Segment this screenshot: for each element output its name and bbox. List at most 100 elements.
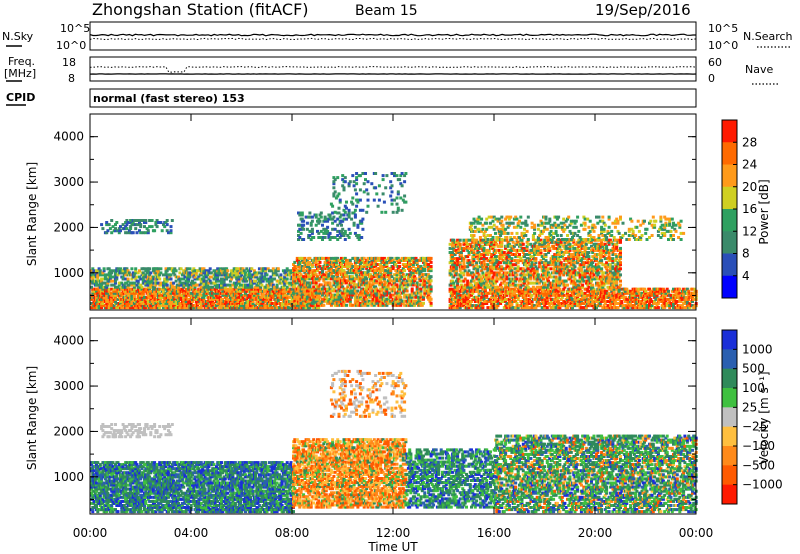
heatmap-cell xyxy=(557,300,561,303)
heatmap-cell xyxy=(332,215,336,219)
heatmap-cell xyxy=(100,279,104,283)
heatmap-cell xyxy=(516,295,520,299)
heatmap-cell xyxy=(329,295,333,299)
heatmap-cell xyxy=(348,301,352,305)
heatmap-cell xyxy=(365,297,369,301)
heatmap-cell xyxy=(336,229,340,233)
heatmap-cell xyxy=(328,281,332,285)
heatmap-cell xyxy=(357,238,361,241)
heatmap-cell xyxy=(309,223,313,227)
heatmap-cell xyxy=(501,297,505,301)
heatmap-cell xyxy=(314,273,318,277)
heatmap-cell xyxy=(183,304,187,308)
heatmap-cell xyxy=(386,285,390,289)
heatmap-cell xyxy=(401,267,405,271)
heatmap-cell xyxy=(366,291,370,295)
heatmap-cell xyxy=(114,300,117,303)
heatmap-cell xyxy=(381,267,385,271)
heatmap-cell xyxy=(140,300,144,303)
heatmap-cell xyxy=(236,302,240,305)
heatmap-cell xyxy=(334,281,338,285)
heatmap-cell xyxy=(381,275,385,279)
heatmap-cell xyxy=(390,279,394,283)
heatmap-cell xyxy=(463,297,467,301)
heatmap-cell xyxy=(403,295,407,299)
heatmap-cell xyxy=(356,299,360,303)
heatmap-cell xyxy=(298,263,302,266)
heatmap-cell xyxy=(586,287,590,291)
heatmap-cell xyxy=(125,267,129,271)
heatmap-cell xyxy=(361,217,365,221)
heatmap-cell xyxy=(324,299,328,303)
heatmap-cell xyxy=(356,236,360,239)
heatmap-cell xyxy=(332,194,336,198)
heatmap-cell xyxy=(317,263,321,266)
heatmap-cell xyxy=(419,291,423,295)
heatmap-cell xyxy=(346,234,350,237)
heatmap-cell xyxy=(612,306,616,310)
heatmap-cell xyxy=(562,289,566,293)
heatmap-cell xyxy=(658,291,662,295)
heatmap-cell xyxy=(332,289,336,293)
heatmap-cell xyxy=(356,258,360,262)
heatmap-cell xyxy=(346,299,350,303)
heatmap-cell xyxy=(242,269,246,273)
heatmap-cell xyxy=(547,287,550,291)
heatmap-cell xyxy=(451,287,455,291)
heatmap-cell xyxy=(348,271,352,275)
heatmap-cell xyxy=(505,306,509,310)
heatmap-cell xyxy=(382,297,386,301)
heatmap-cell xyxy=(487,291,491,295)
heatmap-cell xyxy=(300,287,304,291)
heatmap-cell xyxy=(395,297,399,301)
heatmap-cell xyxy=(266,289,270,293)
heatmap-cell xyxy=(615,295,619,299)
heatmap-cell xyxy=(382,256,386,260)
heatmap-cell xyxy=(355,192,359,196)
heatmap-cell xyxy=(419,279,423,283)
heatmap-cell xyxy=(375,293,379,297)
heatmap-cell xyxy=(307,291,311,295)
heatmap-cell xyxy=(631,297,635,301)
nsky-tick-bottom: 10^0 xyxy=(56,39,86,52)
heatmap-cell xyxy=(376,256,380,260)
heatmap-cell xyxy=(117,283,121,287)
heatmap-cell xyxy=(390,260,394,264)
heatmap-cell xyxy=(318,213,322,217)
heatmap-cell xyxy=(90,275,93,279)
heatmap-cell xyxy=(404,172,408,175)
heatmap-cell xyxy=(299,273,303,277)
heatmap-cell xyxy=(259,285,263,289)
heatmap-cell xyxy=(388,281,391,285)
heatmap-cell xyxy=(581,291,585,295)
heatmap-cell xyxy=(357,234,361,237)
heatmap-cell xyxy=(151,304,155,308)
heatmap-cell xyxy=(212,302,216,305)
heatmap-cell xyxy=(384,210,388,214)
heatmap-cell xyxy=(342,234,346,237)
heatmap-cell xyxy=(172,271,176,275)
heatmap-cell xyxy=(352,223,356,227)
heatmap-cell xyxy=(396,295,400,299)
heatmap-cell xyxy=(355,172,359,175)
heatmap-cell xyxy=(283,281,287,285)
heatmap-cell xyxy=(155,225,159,229)
heatmap-cell xyxy=(449,304,453,308)
heatmap-cell xyxy=(208,300,212,303)
heatmap-cell xyxy=(347,263,351,266)
heatmap-cell xyxy=(342,281,346,285)
heatmap-cell xyxy=(375,267,379,271)
heatmap-cell xyxy=(164,281,168,285)
heatmap-cell xyxy=(191,291,194,295)
heatmap-cell xyxy=(329,202,333,206)
heatmap-cell xyxy=(457,291,461,295)
heatmap-cell xyxy=(326,258,330,262)
heatmap-cell xyxy=(121,271,125,275)
heatmap-cell xyxy=(591,302,595,305)
heatmap-cell xyxy=(116,267,120,271)
heatmap-cell xyxy=(355,204,359,208)
heatmap-cell xyxy=(256,283,260,287)
heatmap-cell xyxy=(572,293,576,297)
heatmap-cell xyxy=(150,225,154,229)
heatmap-cell xyxy=(360,236,364,239)
